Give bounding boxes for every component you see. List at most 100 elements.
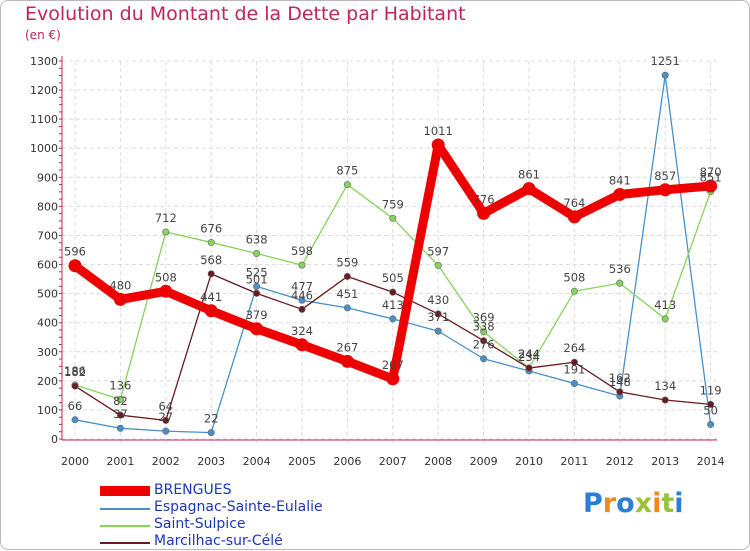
data-label: 597	[427, 244, 449, 258]
data-label: 712	[155, 211, 177, 225]
data-point	[661, 396, 669, 404]
x-tick-label: 2013	[651, 455, 679, 468]
data-point	[570, 379, 578, 387]
data-point	[567, 210, 581, 224]
data-point	[434, 310, 442, 318]
data-point	[295, 338, 309, 352]
data-point	[68, 259, 82, 273]
x-tick-label: 2010	[515, 455, 543, 468]
y-tick-label: 1100	[30, 113, 58, 126]
data-label: 776	[473, 192, 495, 206]
x-tick-label: 2012	[606, 455, 634, 468]
series-lines	[68, 71, 718, 437]
data-point	[343, 272, 351, 280]
x-tick-label: 2000	[61, 455, 89, 468]
data-label: 50	[703, 403, 718, 417]
data-point	[386, 372, 400, 386]
data-label: 536	[609, 262, 631, 276]
data-label: 559	[336, 255, 358, 269]
data-label: 22	[204, 412, 219, 426]
data-label: 857	[654, 169, 676, 183]
logo-letter: o	[616, 488, 635, 519]
logo-letter: i	[652, 488, 662, 519]
y-tick-label: 1000	[30, 142, 58, 155]
proxiti-logo: Proxiti	[583, 488, 684, 519]
data-label: 413	[382, 298, 404, 312]
x-tick-label: 2011	[560, 455, 588, 468]
data-label: 267	[336, 340, 358, 354]
data-point	[434, 261, 442, 269]
data-label: 119	[700, 383, 722, 397]
data-point	[480, 337, 488, 345]
data-label: 501	[246, 272, 268, 286]
data-label: 841	[609, 173, 631, 187]
data-point	[162, 427, 170, 435]
data-point	[343, 304, 351, 312]
data-point	[431, 138, 445, 152]
data-point	[298, 305, 306, 313]
y-tick-label: 100	[37, 404, 58, 417]
data-label: 27	[158, 410, 173, 424]
data-label: 413	[654, 298, 676, 312]
data-point	[525, 364, 533, 372]
legend-label: BRENGUES	[154, 482, 232, 498]
data-point	[116, 411, 124, 419]
data-point	[616, 388, 624, 396]
data-point	[340, 354, 354, 368]
legend-swatch	[100, 486, 150, 496]
logo-letter: t	[661, 488, 675, 519]
data-point	[616, 279, 624, 287]
x-tick-label: 2005	[288, 455, 316, 468]
data-label: 324	[291, 324, 313, 338]
data-point	[707, 400, 715, 408]
data-point	[661, 71, 669, 79]
data-label: 136	[109, 378, 131, 392]
y-tick-label: 800	[37, 200, 58, 213]
data-point	[250, 322, 264, 336]
data-label: 264	[563, 341, 585, 355]
x-tick-label: 2004	[243, 455, 271, 468]
legend-swatch	[100, 525, 150, 527]
data-label: 244	[518, 347, 540, 361]
data-label: 66	[68, 399, 83, 413]
logo-letter: r	[602, 488, 617, 519]
x-tick-label: 2001	[106, 455, 134, 468]
data-label: 505	[382, 271, 404, 285]
data-point	[480, 355, 488, 363]
data-label: 759	[382, 197, 404, 211]
data-point	[162, 416, 170, 424]
data-label: 477	[291, 279, 313, 293]
legend-label: Saint-Sulpice	[154, 516, 246, 532]
data-label: 369	[473, 311, 495, 325]
data-point	[116, 395, 124, 403]
data-label: 875	[336, 164, 358, 178]
axes: 0 100 200 300 400 500 600 700 800 900 1000 1100 1200…	[30, 55, 725, 468]
data-point	[253, 282, 261, 290]
data-point	[570, 287, 578, 295]
data-point	[71, 382, 79, 390]
y-tick-label: 600	[37, 259, 58, 272]
data-point	[298, 296, 306, 304]
data-label: 37	[113, 407, 128, 421]
data-label: 338	[473, 320, 495, 334]
y-tick-label: 1200	[30, 84, 58, 97]
data-label: 861	[518, 168, 540, 182]
data-point	[343, 181, 351, 189]
data-point	[434, 327, 442, 335]
data-label: 1011	[424, 124, 453, 138]
data-label: 441	[200, 290, 222, 304]
logo-letter: i	[674, 488, 684, 519]
data-label: 508	[155, 270, 177, 284]
data-point	[207, 238, 215, 246]
data-point	[707, 420, 715, 428]
data-label: 148	[609, 375, 631, 389]
data-label: 508	[563, 270, 585, 284]
data-label: 870	[700, 165, 722, 179]
data-label: 371	[427, 310, 449, 324]
chart-subtitle: (en €)	[25, 28, 61, 42]
data-label: 451	[336, 287, 358, 301]
y-tick-label: 300	[37, 346, 58, 359]
data-point	[113, 292, 127, 306]
